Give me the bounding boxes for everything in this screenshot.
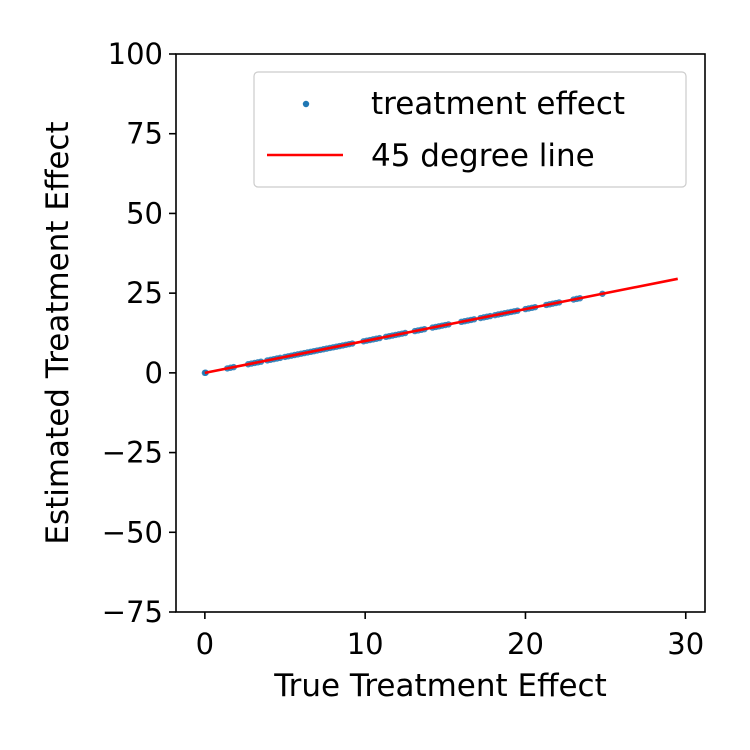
y-tick-label: −75 xyxy=(102,595,163,629)
y-axis-label: Estimated Treatment Effect xyxy=(40,121,76,544)
series-line-45-degree xyxy=(204,277,679,375)
legend: treatment effect 45 degree line xyxy=(253,71,687,188)
y-tick-label: 0 xyxy=(145,356,163,390)
y-tick-label: 50 xyxy=(126,196,163,230)
x-tick-label: 20 xyxy=(507,627,544,661)
x-axis-ticks: 0 10 20 30 xyxy=(196,612,704,661)
legend-label-treatment-effect: treatment effect xyxy=(371,86,625,122)
x-tick-label: 30 xyxy=(667,627,704,661)
legend-marker-treatment-effect xyxy=(302,100,310,108)
legend-label-45-degree-line: 45 degree line xyxy=(371,138,595,174)
y-tick-label: −25 xyxy=(102,436,163,470)
x-axis-label: True Treatment Effect xyxy=(273,668,607,704)
y-tick-label: −50 xyxy=(102,515,163,549)
y-axis-ticks: −75 −50 −25 0 25 50 75 100 xyxy=(102,37,176,629)
plot-frame xyxy=(175,53,706,613)
y-tick-label: 25 xyxy=(126,276,163,310)
x-tick-label: 0 xyxy=(196,627,214,661)
y-tick-label: 75 xyxy=(126,117,163,151)
plot-area xyxy=(201,277,679,377)
x-tick-label: 10 xyxy=(347,627,384,661)
y-tick-label: 100 xyxy=(108,37,163,71)
legend-box xyxy=(253,71,687,188)
